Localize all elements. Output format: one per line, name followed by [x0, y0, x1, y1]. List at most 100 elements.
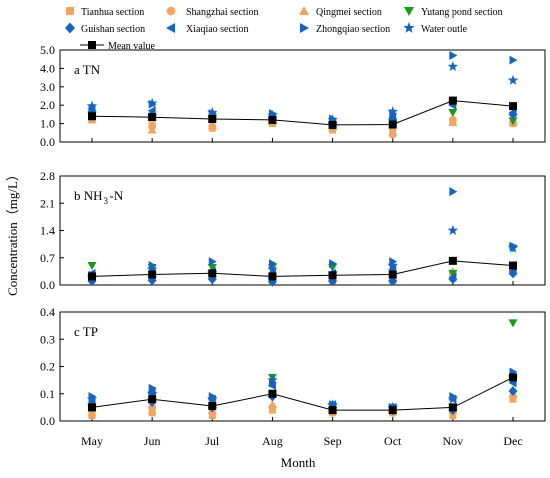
point-water-outle-may: [86, 393, 98, 404]
point-mean-value-may: [88, 403, 96, 412]
point-zhongqiao-section-nov: [449, 187, 458, 197]
legend-label: Mean value: [108, 41, 155, 52]
panel-3: 0.0 0.1 0.2 0.3 0.4 May Jun Jul Aug Sep Oct Nov Dec c…: [40, 305, 546, 448]
legend-marker: [299, 6, 309, 15]
y-tick-label: 5.0: [40, 43, 55, 57]
panels: 0.0 1.0 2.0 3.0 4.0 5.0 a TN 0.0 0.7 1.4 2.1 2.8 b N…: [40, 43, 546, 448]
point-mean-value-may: [88, 272, 96, 281]
legend-label: Tianhua section: [81, 7, 144, 18]
y-tick-label: 2.0: [40, 98, 55, 112]
y-tick-label: 1.0: [40, 117, 55, 131]
point-yutang-pond-section-may: [87, 262, 97, 271]
legend-label: Shangzhai section: [186, 7, 258, 18]
point-zhongqiao-section-aug: [268, 259, 277, 269]
point-zhongqiao-section-sep: [329, 259, 338, 269]
legend-label: Zhongqiao section: [316, 24, 390, 35]
point-mean-value-jul: [208, 115, 217, 123]
x-tick-label-may: May: [81, 434, 103, 448]
mean-line: [91, 100, 514, 126]
panel-label-subscript: 3: [104, 196, 109, 206]
point-qingmei-section-jul: [207, 120, 217, 129]
point-mean-value-nov: [448, 403, 457, 412]
legend-item-shangzhai-section: Shangzhai section: [166, 6, 258, 18]
legend-marker: [65, 22, 75, 34]
point-qingmei-section-nov: [448, 118, 458, 127]
point-guishan-section-dec: [508, 386, 518, 397]
point-water-outle-aug: [267, 374, 278, 385]
x-tick-label-oct: Oct: [384, 434, 402, 448]
point-water-outle-jun: [146, 388, 158, 399]
y-tick-label: 0.1: [40, 387, 55, 401]
legend-label: Water outle: [421, 24, 468, 35]
point-qingmei-section-oct: [388, 128, 398, 137]
point-yutang-pond-section-nov: [448, 109, 458, 118]
panel-label: c TP: [74, 324, 98, 339]
x-tick-label-aug: Aug: [262, 434, 283, 448]
point-mean-value-jun: [148, 113, 157, 122]
panel-label-suffix: -N: [110, 188, 124, 203]
point-yutang-pond-section-dec: [508, 117, 518, 126]
y-tick-label: 2.8: [40, 169, 55, 183]
point-water-outle-aug: [267, 109, 278, 120]
y-tick-label: 2.1: [40, 196, 55, 210]
y-tick-label: 0.0: [40, 278, 55, 292]
point-xiaqiao-section-oct: [388, 113, 397, 123]
point-mean-value-oct: [388, 406, 397, 415]
legend-item-mean-value: Mean value: [80, 41, 155, 52]
point-xiaqiao-section-dec: [508, 108, 517, 118]
series-mean-value: [88, 373, 517, 415]
point-qingmei-section-aug: [267, 400, 277, 409]
point-mean-value-jun: [148, 270, 157, 279]
panel-label: b NH: [74, 188, 103, 203]
point-mean-value-oct: [388, 270, 397, 279]
mean-line: [91, 260, 514, 277]
point-zhongqiao-section-dec: [509, 55, 518, 65]
point-water-outle-jul: [207, 107, 218, 118]
y-tick-label: 0.3: [40, 332, 55, 346]
point-mean-value-dec: [509, 261, 517, 270]
point-mean-value-may: [88, 112, 96, 121]
point-water-outle-sep: [327, 399, 338, 410]
point-mean-value-dec: [509, 373, 517, 382]
legend: Tianhua section Shangzhai section Qingmei …: [65, 6, 503, 52]
point-mean-value-jun: [148, 395, 157, 404]
legend-item-tianhua-section: Tianhua section: [66, 7, 144, 18]
point-mean-value-dec: [509, 102, 517, 111]
panel-frame: [59, 49, 546, 143]
point-zhongqiao-section-nov: [449, 51, 458, 61]
y-tick-label: 0.7: [40, 251, 55, 265]
x-tick-label-nov: Nov: [443, 434, 464, 448]
panel-frame: [59, 175, 546, 286]
panel-label: a TN: [74, 62, 101, 77]
point-water-outle-dec: [507, 74, 519, 85]
y-tick-label: 0.0: [40, 414, 55, 428]
point-mean-value-jul: [208, 269, 217, 278]
legend-marker: [66, 7, 74, 15]
point-qingmei-section-jun: [147, 405, 157, 414]
point-water-outle-oct: [387, 260, 398, 270]
y-tick-label: 0.4: [40, 305, 55, 319]
point-water-outle-nov: [447, 225, 459, 235]
legend-item-qingmei-section: Qingmei section: [299, 6, 382, 18]
legend-label: Xiaqiao section: [186, 24, 248, 35]
point-mean-value-aug: [268, 389, 277, 398]
point-mean-value-sep: [328, 406, 337, 415]
point-qingmei-section-may: [87, 408, 97, 417]
panel-2: 0.0 0.7 1.4 2.1 2.8 b NH 3 -N: [40, 169, 546, 292]
mean-line: [91, 376, 514, 411]
point-water-outle-jun: [146, 263, 158, 274]
point-water-outle-jul: [207, 393, 218, 404]
legend-item-zhongqiao-section: Zhongqiao section: [300, 23, 390, 35]
x-tick-label-jun: Jun: [144, 434, 161, 448]
y-axis-title: Concentration（mg/L）: [5, 168, 20, 296]
series-water-outle: [86, 61, 519, 125]
y-tick-label: 1.4: [40, 224, 55, 238]
point-mean-value-jul: [208, 402, 217, 411]
panel-1: 0.0 1.0 2.0 3.0 4.0 5.0 a TN: [40, 43, 546, 149]
panel-frame: [59, 311, 546, 422]
x-tick-label-jul: Jul: [205, 434, 220, 448]
y-tick-label: 0.2: [40, 360, 55, 374]
point-mean-value-nov: [448, 96, 457, 105]
